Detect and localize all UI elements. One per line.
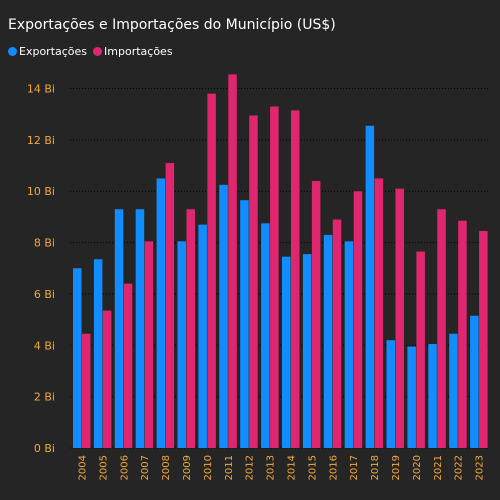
bar-exportacoes-2017[interactable]	[344, 241, 354, 448]
x-tick-label: 2010	[203, 455, 214, 480]
bar-exportacoes-2019[interactable]	[386, 340, 396, 448]
bar-importacoes-2023[interactable]	[479, 231, 488, 448]
x-tick-label: 2007	[140, 455, 151, 480]
bar-importacoes-2016[interactable]	[332, 219, 342, 448]
bar-importacoes-2005[interactable]	[102, 310, 112, 448]
y-tick-label: 12 Bi	[27, 134, 55, 147]
bar-importacoes-2007[interactable]	[144, 241, 154, 448]
x-tick-label: 2015	[307, 455, 318, 480]
bar-exportacoes-2022[interactable]	[449, 333, 458, 448]
chart-legend: Exportações Importações	[8, 45, 173, 58]
x-tick-label: 2008	[161, 455, 172, 480]
bar-exportacoes-2004[interactable]	[73, 268, 82, 448]
bar-importacoes-2010[interactable]	[207, 93, 216, 449]
bar-exportacoes-2005[interactable]	[93, 259, 103, 448]
bar-importacoes-2004[interactable]	[82, 333, 91, 448]
y-tick-label: 6 Bi	[34, 288, 55, 301]
bar-importacoes-2011[interactable]	[228, 74, 237, 449]
x-tick-label: 2022	[454, 455, 465, 480]
bar-exportacoes-2006[interactable]	[114, 209, 124, 448]
bar-exportacoes-2015[interactable]	[302, 254, 312, 448]
legend-item-importacoes[interactable]: Importações	[93, 45, 173, 58]
bar-importacoes-2018[interactable]	[374, 178, 384, 449]
bar-importacoes-2008[interactable]	[165, 163, 175, 448]
bar-importacoes-2019[interactable]	[395, 188, 405, 449]
bar-importacoes-2017[interactable]	[353, 191, 363, 449]
x-tick-label: 2006	[119, 455, 130, 480]
x-tick-label: 2005	[98, 455, 109, 480]
x-tick-label: 2018	[370, 455, 381, 480]
bar-importacoes-2020[interactable]	[416, 251, 425, 448]
y-tick-label: 14 Bi	[27, 83, 55, 96]
legend-label-importacoes: Importações	[104, 45, 173, 58]
bar-importacoes-2009[interactable]	[186, 209, 196, 448]
bar-exportacoes-2011[interactable]	[219, 184, 228, 448]
bar-importacoes-2012[interactable]	[249, 115, 258, 449]
bar-importacoes-2022[interactable]	[458, 220, 467, 448]
bar-exportacoes-2016[interactable]	[323, 234, 333, 448]
y-tick-label: 10 Bi	[27, 185, 55, 198]
bar-exportacoes-2007[interactable]	[135, 209, 145, 448]
bar-exportacoes-2014[interactable]	[282, 256, 291, 448]
bar-exportacoes-2018[interactable]	[365, 125, 375, 449]
bar-exportacoes-2012[interactable]	[240, 200, 249, 448]
bar-importacoes-2014[interactable]	[291, 110, 300, 448]
x-tick-label: 2019	[391, 455, 402, 480]
x-tick-label: 2023	[475, 455, 486, 480]
bar-importacoes-2013[interactable]	[270, 106, 279, 448]
x-tick-label: 2012	[245, 455, 256, 480]
bar-importacoes-2015[interactable]	[311, 180, 321, 449]
legend-swatch-exportacoes	[8, 47, 17, 56]
legend-item-exportacoes[interactable]: Exportações	[8, 45, 87, 58]
bar-exportacoes-2010[interactable]	[198, 224, 207, 448]
bar-exportacoes-2008[interactable]	[156, 178, 166, 449]
x-tick-label: 2009	[182, 455, 193, 480]
y-tick-label: 4 Bi	[34, 339, 55, 352]
bar-exportacoes-2020[interactable]	[407, 346, 416, 448]
x-tick-label: 2016	[328, 455, 339, 480]
bar-importacoes-2006[interactable]	[123, 283, 133, 448]
x-tick-label: 2020	[412, 455, 423, 480]
y-tick-label: 8 Bi	[34, 237, 55, 250]
x-tick-label: 2021	[433, 455, 444, 480]
bar-exportacoes-2013[interactable]	[261, 223, 270, 448]
legend-swatch-importacoes	[93, 47, 103, 56]
bar-importacoes-2021[interactable]	[437, 209, 446, 448]
y-tick-label: 0 Bi	[34, 442, 55, 455]
bar-exportacoes-2021[interactable]	[428, 344, 437, 448]
x-tick-label: 2013	[266, 455, 277, 480]
bar-exportacoes-2023[interactable]	[470, 315, 479, 448]
y-tick-label: 2 Bi	[34, 391, 55, 404]
legend-label-exportacoes: Exportações	[19, 45, 88, 58]
x-tick-label: 2004	[78, 455, 89, 480]
chart-title: Exportações e Importações do Município (…	[8, 17, 336, 33]
x-tick-label: 2014	[287, 455, 298, 480]
bar-exportacoes-2009[interactable]	[177, 241, 187, 448]
x-tick-label: 2017	[349, 455, 360, 480]
x-tick-label: 2011	[224, 455, 235, 480]
